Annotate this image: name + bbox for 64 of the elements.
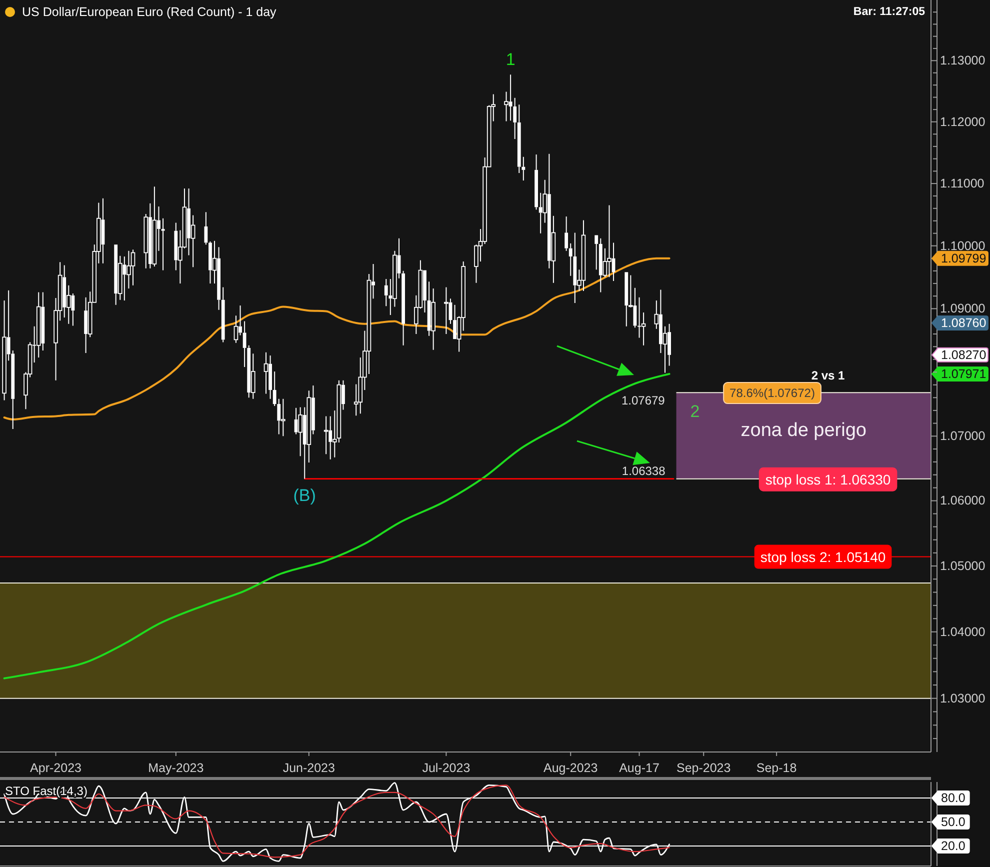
y-tick-label: 1.09000 <box>940 302 986 316</box>
y-tick-label: 1.04000 <box>940 624 986 639</box>
x-tick-label: Apr-2023 <box>30 761 82 775</box>
text: 1.08270 <box>941 348 986 362</box>
x-tick-label: Sep-18 <box>756 761 797 775</box>
annotation: (B) <box>293 486 316 506</box>
x-tick-label: Aug-17 <box>619 761 660 775</box>
y-tick-label: 1.06000 <box>940 494 986 508</box>
candlestick <box>264 352 268 394</box>
candlestick <box>513 97 517 140</box>
annotation: 1.07679 <box>621 394 666 408</box>
x-tick-label: Jul-2023 <box>422 761 470 775</box>
candlestick <box>594 235 598 270</box>
candlestick <box>234 315 238 344</box>
candlestick <box>517 104 521 174</box>
text: Bar: 11:27:05 <box>853 6 926 18</box>
annotation: stop loss 1: 1.06330 <box>765 471 891 488</box>
candlestick <box>242 320 246 368</box>
y-tick-label: 1.11000 <box>940 176 984 191</box>
candlestick <box>534 154 538 210</box>
text: 1.09799 <box>941 251 986 266</box>
candlestick <box>324 416 328 455</box>
candlestick <box>522 156 526 181</box>
y-tick-label: 1.10000 <box>940 238 986 253</box>
candlestick <box>444 286 448 334</box>
text: 1.08760 <box>941 316 986 330</box>
candlestick <box>281 398 286 437</box>
ref-line-label: 50.0 <box>941 815 966 829</box>
y-tick-label: 1.07000 <box>940 429 986 444</box>
annotation: 2 vs 1 <box>811 368 846 383</box>
annotation: 1.06338 <box>622 464 666 478</box>
ref-line-label: 20.0 <box>941 839 966 853</box>
y-tick-label: 1.12000 <box>940 114 986 129</box>
x-tick-label: Aug-2023 <box>544 761 598 775</box>
candlestick <box>221 286 225 343</box>
candlestick <box>564 216 568 252</box>
candlestick <box>607 204 612 278</box>
ref-line-label: 80.0 <box>941 791 966 805</box>
candlestick <box>366 274 372 375</box>
x-tick-label: Sep-2023 <box>676 761 731 775</box>
candlestick <box>581 220 586 292</box>
line-series <box>3 257 670 420</box>
annotation: 2 <box>690 402 700 422</box>
chart-title: US Dollar/European Euro (Red Count) - 1 day <box>22 5 278 19</box>
candlestick <box>272 370 276 406</box>
x-tick-label: May-2023 <box>148 761 204 775</box>
candlestick <box>384 278 388 307</box>
candlestick <box>152 186 157 267</box>
y-tick-label: 1.03000 <box>940 691 986 706</box>
ref-line-label: stop loss 2: 1.05140 <box>760 548 886 565</box>
y-tick-label: 1.13000 <box>940 54 986 68</box>
y-tick-label: 1.07971 <box>941 366 986 381</box>
candlestick <box>204 212 208 246</box>
x-tick-label: Jun-2023 <box>282 761 336 775</box>
band-label: zona de perigo <box>740 420 867 442</box>
candlestick <box>161 218 165 271</box>
candlestick <box>130 249 136 286</box>
line-series <box>3 372 670 680</box>
candlestick <box>402 270 405 346</box>
candlestick <box>568 242 572 276</box>
annotation: 1 <box>506 50 516 70</box>
candlestick <box>84 296 88 354</box>
y-tick-label: 1.05000 <box>940 558 986 573</box>
annotation: 78.6%(1.07672) <box>730 386 815 400</box>
